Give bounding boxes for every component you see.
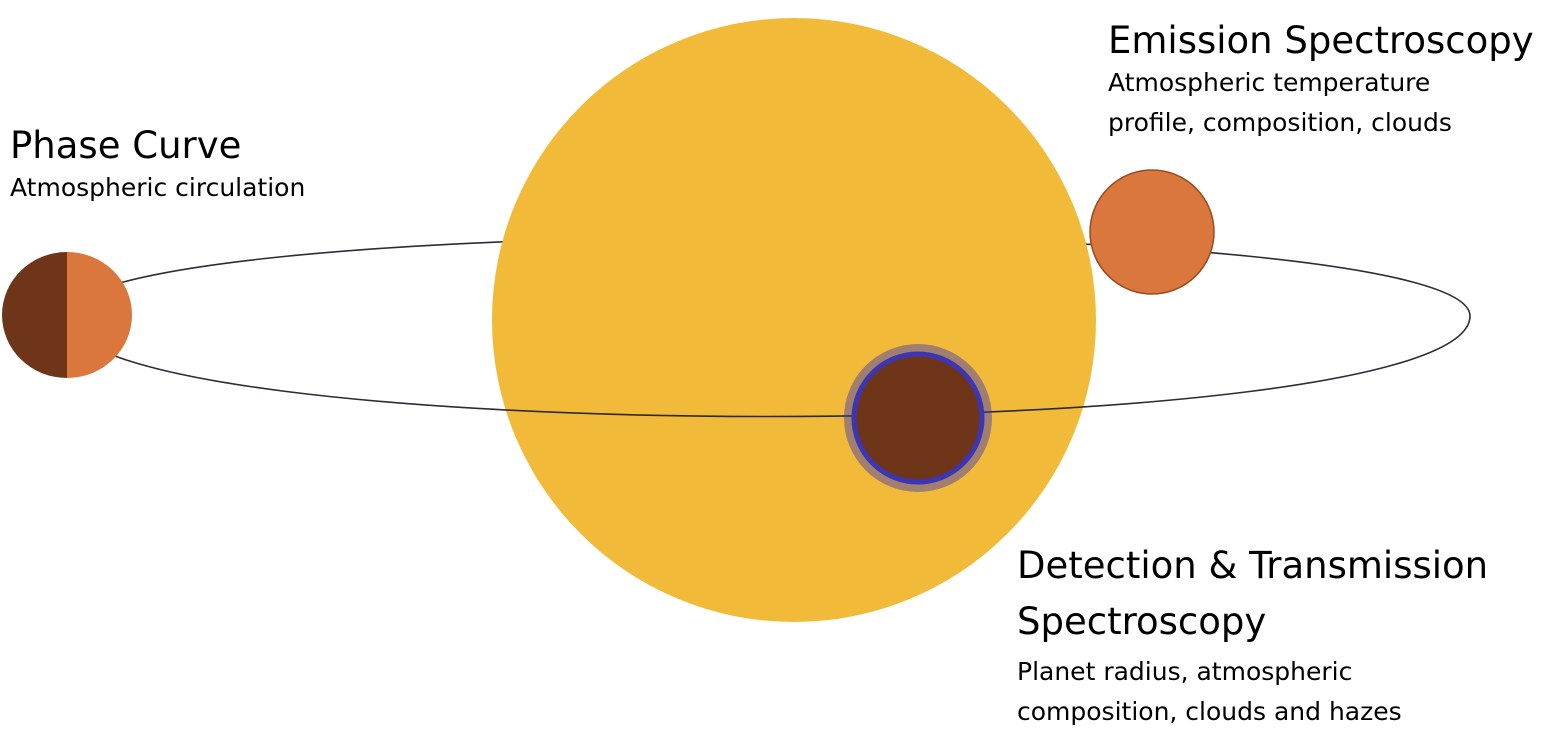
transit-planet-body	[851, 351, 985, 485]
emission-label: Emission Spectroscopy Atmospheric temper…	[1108, 19, 1534, 143]
emission-description-line1: Atmospheric temperature	[1108, 68, 1431, 97]
transit-title-line1: Detection & Transmission	[1017, 544, 1489, 587]
phase-curve-title: Phase Curve	[10, 124, 242, 167]
planet-night-side	[2, 252, 67, 378]
emission-title: Emission Spectroscopy	[1108, 19, 1534, 62]
emission-description-line2: profile, composition, clouds	[1108, 108, 1452, 137]
transit-label: Detection & Transmission Spectroscopy Pl…	[1017, 538, 1488, 730]
planet-day-side	[67, 252, 132, 378]
star	[492, 18, 1096, 622]
phase-curve-description: Atmospheric circulation	[10, 173, 306, 202]
transit-atmosphere-glow	[844, 344, 992, 492]
emission-planet	[1089, 169, 1215, 295]
transit-title-line2: Spectroscopy	[1017, 600, 1267, 643]
orbit-front	[65, 315, 1471, 418]
phase-curve-label: Phase Curve Atmospheric circulation	[10, 124, 305, 208]
phase-curve-planet	[2, 252, 132, 378]
transit-planet	[844, 344, 992, 492]
transit-description-line1: Planet radius, atmospheric	[1017, 657, 1353, 686]
transit-description-line2: composition, clouds and hazes	[1017, 697, 1402, 726]
